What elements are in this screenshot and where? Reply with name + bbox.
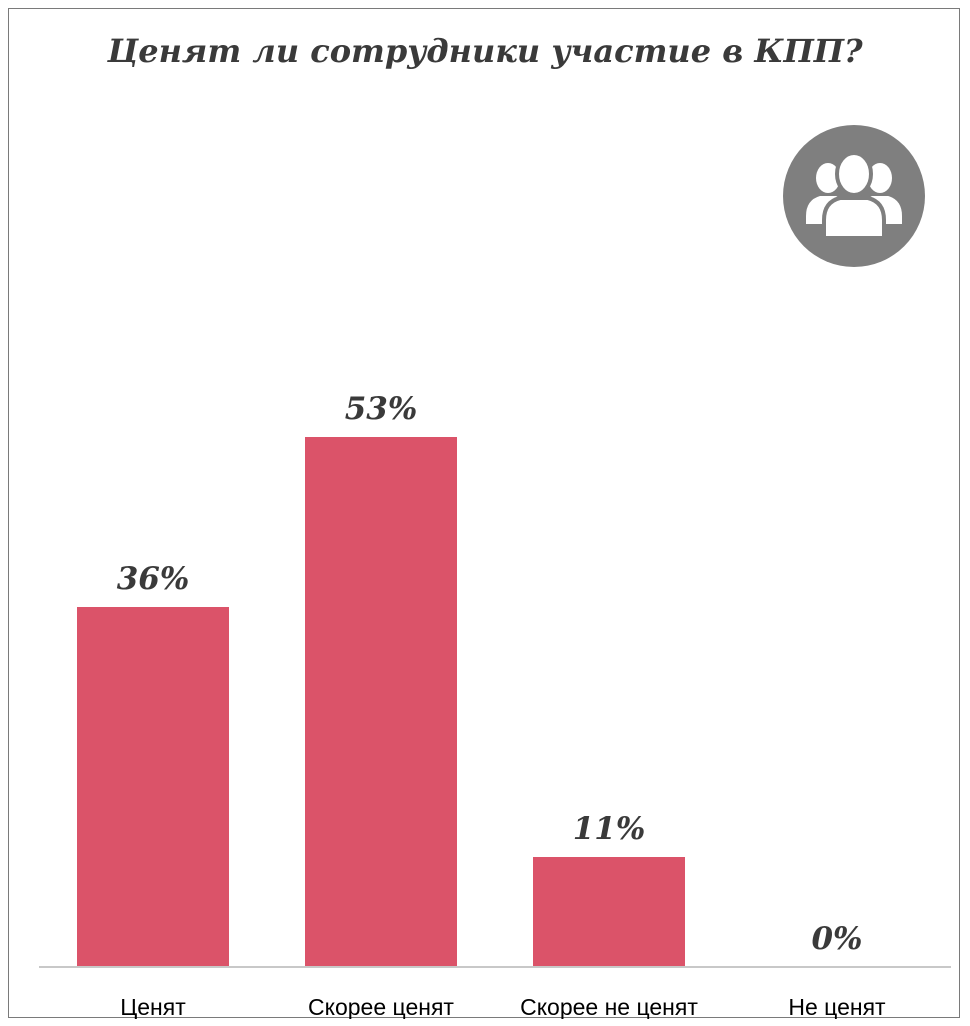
x-tick-label-skoree-cenyat: Скорее ценят (308, 994, 454, 1019)
x-tick-label-ne-cenyat: Не ценят (788, 994, 886, 1019)
bars-layer (77, 437, 685, 967)
chart-frame: Ценят ли сотрудники участие в КПП? 36% 53… (8, 8, 960, 1019)
data-label-ne-cenyat: 0% (811, 921, 862, 957)
x-tick-labels-layer: Ценят Скорее ценят Скорее не ценят Не ценят (120, 994, 886, 1019)
data-label-skoree-ne-cenyat: 11% (573, 811, 646, 847)
chart-title: Ценят ли сотрудники участие в КПП? (107, 32, 863, 70)
data-label-cenyat: 36% (117, 561, 190, 597)
data-labels-layer: 36% 53% 11% 0% (117, 391, 863, 957)
people-group-icon (783, 125, 925, 267)
x-tick-label-skoree-ne-cenyat: Скорее не ценят (520, 994, 698, 1019)
person-center-figure (822, 151, 886, 240)
bar-skoree-cenyat (305, 437, 457, 967)
bar-cenyat (77, 607, 229, 967)
x-tick-label-cenyat: Ценят (120, 994, 186, 1019)
data-label-skoree-cenyat: 53% (345, 391, 418, 427)
bar-chart: 36% 53% 11% 0% Ценят Скорее ценят Скорее не ц… (39, 125, 951, 1019)
bar-skoree-ne-cenyat (533, 857, 685, 967)
